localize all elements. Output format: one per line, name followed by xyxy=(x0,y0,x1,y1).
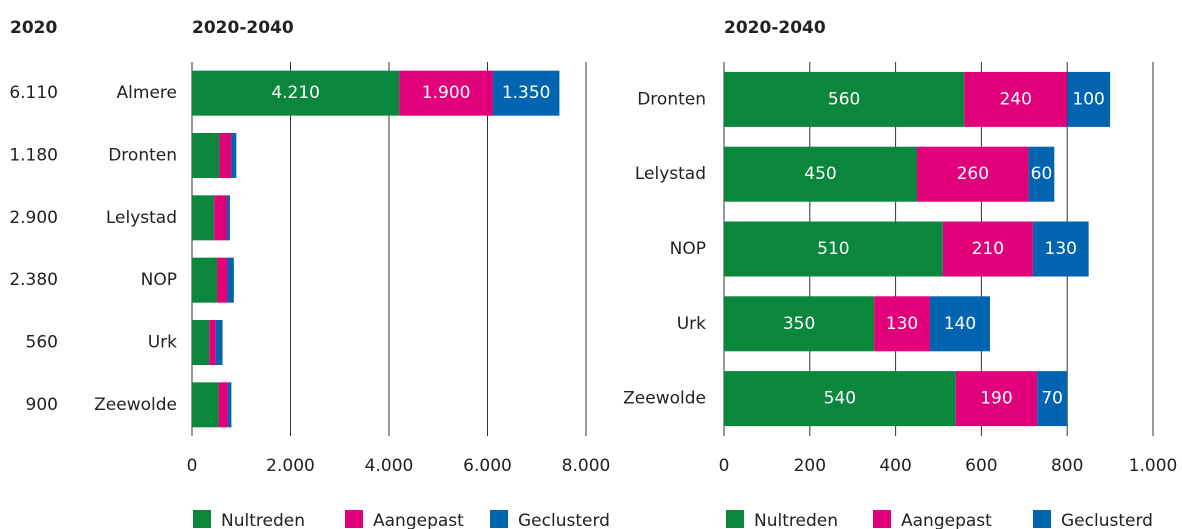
bar-segment xyxy=(724,221,943,277)
x-tick-label: 200 xyxy=(794,456,826,476)
category-label: Urk xyxy=(148,333,177,353)
bar-segment xyxy=(192,382,219,428)
category-label: Urk xyxy=(677,314,706,334)
bar-segment xyxy=(874,296,930,352)
chart-title: 2020-2040 xyxy=(192,18,294,38)
bar-segment xyxy=(217,257,228,303)
category-label: Zeewolde xyxy=(623,389,706,409)
bar-segment xyxy=(492,70,560,116)
x-tick-label: 0 xyxy=(187,456,198,476)
x-tick-label: 1.000 xyxy=(1129,456,1178,476)
bar-segment xyxy=(219,133,232,178)
column-title: 2020 xyxy=(10,18,57,38)
bar-segment xyxy=(215,320,223,365)
data-label: 560 xyxy=(828,89,860,109)
x-tick-label: 0 xyxy=(719,456,730,476)
bar-segment xyxy=(218,382,228,428)
bar-segment xyxy=(192,195,215,241)
data-label: 260 xyxy=(957,164,989,184)
legend-label: Geclusterd xyxy=(518,511,610,529)
data-label: 350 xyxy=(783,314,815,334)
data-label: 1.900 xyxy=(422,83,471,103)
bar-segment xyxy=(964,71,1068,127)
data-label: 450 xyxy=(804,164,836,184)
category-label: NOP xyxy=(670,239,706,259)
data-label: 100 xyxy=(1072,89,1104,109)
category-label: Zeewolde xyxy=(94,395,177,415)
legend-swatch xyxy=(726,510,744,528)
x-tick-label: 4.000 xyxy=(365,456,414,476)
data-label: 190 xyxy=(980,389,1012,409)
legend-swatch xyxy=(873,510,891,528)
bar-segment xyxy=(192,133,220,178)
legend-swatch xyxy=(490,510,508,528)
x-tick-label: 400 xyxy=(879,456,911,476)
column-value: 900 xyxy=(26,395,58,415)
bar-segment xyxy=(942,221,1033,277)
column-value: 1.180 xyxy=(9,146,58,166)
legend-swatch xyxy=(345,510,363,528)
category-label: Dronten xyxy=(637,89,706,109)
bar-segment xyxy=(724,296,875,352)
data-label: 130 xyxy=(886,314,918,334)
data-label: 540 xyxy=(824,389,856,409)
bar-segment xyxy=(192,257,218,303)
bar-segment xyxy=(227,257,234,303)
bar-segment xyxy=(192,320,210,365)
category-label: NOP xyxy=(141,270,177,290)
bar-segment xyxy=(226,195,230,241)
bar-segment xyxy=(917,146,1029,202)
column-value: 6.110 xyxy=(9,83,58,103)
bar-segment xyxy=(399,70,493,116)
legend-label: Aangepast xyxy=(373,511,464,529)
x-tick-label: 800 xyxy=(1051,456,1083,476)
column-value: 560 xyxy=(26,333,58,353)
legend-label: Aangepast xyxy=(901,511,992,529)
legend-label: Geclusterd xyxy=(1061,511,1153,529)
bar-segment xyxy=(192,70,400,116)
x-tick-label: 6.000 xyxy=(463,456,512,476)
category-label: Dronten xyxy=(108,146,177,166)
data-label: 4.210 xyxy=(271,83,320,103)
bar-segment xyxy=(1028,146,1055,202)
category-label: Lelystad xyxy=(635,164,706,184)
bar-segment xyxy=(724,71,965,127)
bar-segment xyxy=(214,195,227,241)
chart-title: 2020-2040 xyxy=(724,18,826,38)
legend-swatch xyxy=(193,510,211,528)
bar-segment xyxy=(227,382,232,428)
category-label: Lelystad xyxy=(106,208,177,228)
category-label: Almere xyxy=(117,83,177,103)
legend-label: Nultreden xyxy=(221,511,305,529)
legend-label: Nultreden xyxy=(754,511,838,529)
data-label: 1.350 xyxy=(502,83,551,103)
bar-segment xyxy=(1032,221,1089,277)
data-label: 130 xyxy=(1045,239,1077,259)
bar-segment xyxy=(929,296,990,352)
column-value: 2.900 xyxy=(9,208,58,228)
bar-segment xyxy=(955,371,1038,427)
bar-segment xyxy=(724,371,956,427)
x-tick-label: 8.000 xyxy=(562,456,611,476)
legend-swatch xyxy=(1033,510,1051,528)
bar-segment xyxy=(231,133,237,178)
data-label: 210 xyxy=(972,239,1004,259)
column-value: 2.380 xyxy=(9,270,58,290)
bar-segment xyxy=(724,146,918,202)
bar-segment xyxy=(209,320,216,365)
data-label: 140 xyxy=(944,314,976,334)
bar-segment xyxy=(1067,71,1111,127)
data-label: 510 xyxy=(817,239,849,259)
bar-segment xyxy=(1037,371,1068,427)
data-label: 60 xyxy=(1031,164,1053,184)
data-label: 70 xyxy=(1041,389,1063,409)
x-tick-label: 2.000 xyxy=(266,456,315,476)
x-tick-label: 600 xyxy=(965,456,997,476)
data-label: 240 xyxy=(999,89,1031,109)
